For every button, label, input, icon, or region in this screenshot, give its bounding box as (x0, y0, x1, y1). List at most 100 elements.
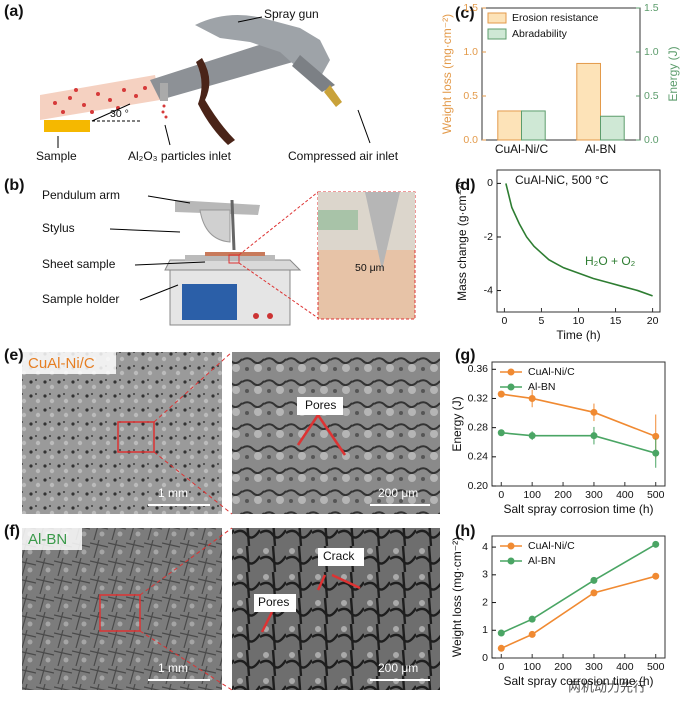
legend-label: Abradability (512, 28, 568, 40)
marker (590, 432, 598, 440)
legend-marker (507, 368, 515, 376)
x-tick-label: 0 (498, 661, 504, 673)
legend-marker (507, 383, 515, 391)
scale-label: 200 μm (378, 661, 418, 675)
bar (521, 110, 546, 141)
x-tick-label: 400 (616, 489, 634, 501)
diagram-label: Spray gun (264, 7, 319, 21)
legend-marker (507, 557, 515, 565)
marker (497, 644, 505, 652)
panel-label: (e) (4, 347, 24, 364)
legend-label: CuAl-Ni/C (528, 366, 575, 378)
marker (528, 615, 536, 623)
marker (528, 630, 536, 638)
panel-label: (h) (455, 523, 475, 540)
x-axis-label: Time (h) (556, 328, 600, 342)
x-tick-label: 300 (585, 489, 603, 501)
scale-label: 50 μm (355, 262, 385, 274)
y-axis-label: Mass change (g·cm⁻²) (455, 181, 469, 301)
angle-label: 30 ° (110, 108, 129, 120)
x-tick-label: 500 (647, 661, 665, 673)
label-bg (318, 548, 364, 566)
marker (497, 629, 505, 637)
sample-label: Al-BN (28, 531, 67, 548)
zoom-box (117, 421, 155, 453)
panel-label: (c) (455, 5, 475, 22)
arrow (260, 573, 361, 633)
diagram-label: Stylus (42, 221, 75, 235)
marker (528, 394, 536, 402)
y-tick-label: 0 (482, 652, 488, 664)
watermark: 两机动力先行 (568, 679, 646, 694)
x-tick-label: 10 (573, 315, 585, 327)
plot-frame (491, 535, 666, 659)
diagram-label: Compressed air inlet (288, 149, 399, 163)
x-tick-label: 200 (554, 489, 572, 501)
y2-tick-label: 0.5 (644, 90, 659, 102)
y-tick-label: 0.20 (468, 480, 489, 492)
y-tick-label: 0 (487, 177, 493, 189)
y-tick-label: 1 (482, 624, 488, 636)
y2-tick-label: 0.0 (644, 134, 659, 146)
label-bg (22, 528, 82, 550)
x-tick-label: CuAl-Ni/C (495, 142, 549, 156)
diagram-label: Sheet sample (42, 257, 116, 271)
zoom-line (153, 351, 233, 423)
x-axis-label: Salt spray corrosion time (h) (503, 674, 653, 688)
plot-frame (481, 7, 641, 141)
sem-label: Crack (323, 549, 355, 563)
diagram-label: Al₂O₃ particles inlet (128, 149, 232, 163)
scale-label: 200 μm (378, 486, 418, 500)
y-tick-label: 0.5 (463, 90, 478, 102)
line (500, 575, 656, 650)
sem-image (22, 352, 222, 514)
y-tick-label: 1.5 (463, 2, 478, 14)
legend-label: Al-BN (528, 555, 555, 567)
x-tick-label: 15 (610, 315, 622, 327)
x-tick-label: 5 (539, 315, 545, 327)
label-bg (254, 594, 296, 612)
y2-axis-label: Energy (J) (666, 46, 680, 101)
x-tick-label: Al-BN (585, 142, 616, 156)
marker (528, 432, 536, 440)
y-tick-label: 0.24 (468, 451, 489, 463)
annotation: CuAl-NiC, 500 °C (515, 173, 609, 187)
plot-frame (491, 361, 666, 487)
sem-image (232, 352, 440, 514)
marker (652, 432, 660, 440)
zoom-line (139, 527, 233, 596)
annotation: H₂O + O₂ (585, 254, 636, 268)
legend-label: CuAl-Ni/C (528, 540, 575, 552)
arrow (296, 414, 347, 456)
y-tick-label: 3 (482, 569, 488, 581)
sample-label: CuAl-Ni/C (28, 355, 95, 372)
y-axis-label: Energy (J) (450, 396, 464, 451)
y2-tick-label: 1.5 (644, 2, 659, 14)
y-tick-label: 0.0 (463, 134, 478, 146)
bar (600, 115, 625, 141)
panel-label: (b) (4, 177, 24, 194)
line (500, 543, 657, 634)
diagram-label: Sample holder (42, 292, 119, 306)
sem-image (22, 528, 222, 690)
x-tick-label: 200 (554, 661, 572, 673)
line (501, 431, 656, 454)
panel-label: (f) (4, 523, 20, 540)
label-bg (22, 352, 116, 374)
legend-label: Al-BN (528, 381, 555, 393)
x-axis-label: Salt spray corrosion time (h) (503, 502, 653, 516)
panel-label: (d) (455, 177, 475, 194)
x-tick-label: 20 (647, 315, 659, 327)
pendulum-diagram (109, 191, 416, 326)
zoom-line (139, 630, 233, 691)
marker (590, 408, 598, 416)
x-tick-label: 100 (523, 489, 541, 501)
bar (576, 62, 601, 141)
marker (590, 576, 598, 584)
zoom-line (153, 451, 233, 515)
x-tick-label: 100 (523, 661, 541, 673)
sem-label: Pores (258, 595, 289, 609)
legend-swatch (487, 28, 507, 40)
y-tick-label: -4 (484, 284, 493, 296)
